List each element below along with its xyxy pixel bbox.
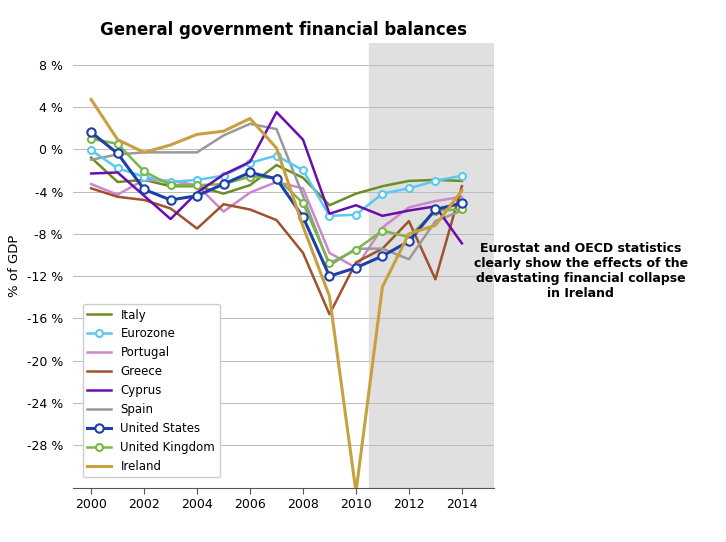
Title: General government financial balances: General government financial balances [99, 21, 467, 39]
Y-axis label: % of GDP: % of GDP [8, 234, 21, 297]
Legend: Italy, Eurozone, Portugal, Greece, Cyprus, Spain, United States, United Kingdom,: Italy, Eurozone, Portugal, Greece, Cypru… [83, 304, 220, 478]
Text: Eurostat and OECD statistics
clearly show the effects of the
devastating financi: Eurostat and OECD statistics clearly sho… [474, 242, 688, 300]
Bar [370, 43, 502, 488]
